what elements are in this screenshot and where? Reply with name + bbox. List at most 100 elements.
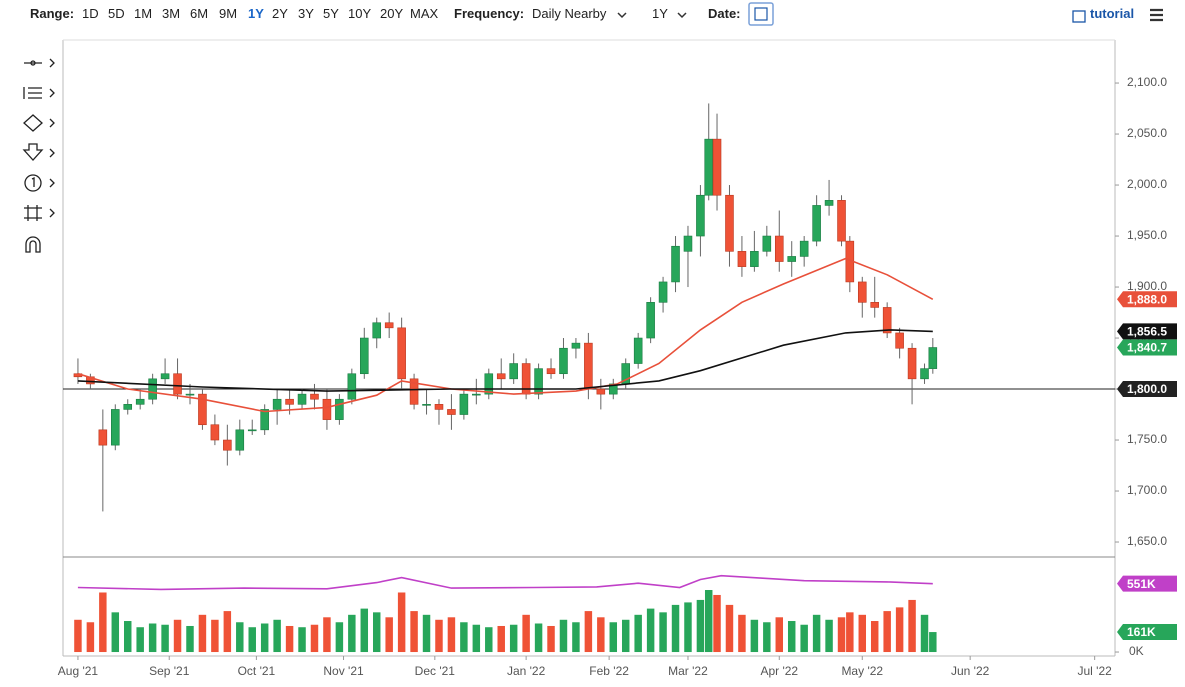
x-tick-label: Oct '21: [238, 664, 276, 678]
tag-label: 1,840.7: [1127, 341, 1167, 355]
volume-bar: [572, 622, 580, 653]
range-button[interactable]: 3Y: [298, 6, 314, 21]
tutorial-link[interactable]: tutorial: [1090, 6, 1135, 21]
volume-bar: [775, 617, 784, 653]
x-tick-label: Jul '22: [1078, 664, 1113, 678]
candle-body: [447, 409, 456, 415]
volume-bar: [410, 611, 418, 653]
volume-bar: [310, 624, 319, 653]
tool-shape[interactable]: [23, 114, 55, 132]
candle-body: [235, 429, 245, 451]
volume-bar: [920, 614, 929, 653]
volume-bar: [422, 614, 431, 653]
candle-body: [712, 138, 722, 196]
range-button[interactable]: 1Y: [248, 6, 264, 21]
range-button[interactable]: 1D: [82, 6, 99, 21]
tool-note[interactable]: [24, 174, 55, 192]
date-button[interactable]: [748, 2, 774, 26]
tool-line[interactable]: [24, 58, 55, 68]
range-button[interactable]: MAX: [410, 6, 439, 21]
range-button[interactable]: 3M: [162, 6, 181, 21]
candle-body: [111, 409, 120, 446]
candle-body: [907, 347, 917, 380]
volume-bar: [148, 623, 157, 653]
candle-body: [297, 393, 307, 405]
range-button[interactable]: 2Y: [272, 6, 288, 21]
range-button[interactable]: 1M: [134, 6, 153, 21]
candle-body: [247, 429, 257, 432]
x-tick-label: Dec '21: [415, 664, 456, 678]
volume-bar: [497, 625, 505, 653]
volume-bar: [825, 619, 833, 653]
candle-body: [584, 342, 593, 390]
chevron: [617, 12, 627, 19]
date-label: Date:: [708, 6, 741, 21]
volume-bar: [671, 604, 680, 653]
x-tick-label: May '22: [841, 664, 883, 678]
range-button[interactable]: 5Y: [323, 6, 339, 21]
volume-bar: [435, 619, 443, 653]
volume-bar: [837, 617, 846, 653]
volume-bar: [211, 619, 219, 653]
value-tag: 551K: [1117, 575, 1177, 592]
candle-body: [509, 363, 518, 380]
range-button[interactable]: 20Y: [380, 6, 404, 21]
tool-magnet[interactable]: [25, 236, 41, 253]
candle-body: [895, 332, 904, 349]
candle-body: [372, 322, 382, 339]
y-tick-label: 2,100.0: [1127, 75, 1167, 89]
volume-bar: [704, 590, 713, 653]
range-button[interactable]: 5D: [108, 6, 125, 21]
menu-icon[interactable]: [1150, 8, 1163, 22]
volume-bar: [111, 612, 120, 653]
x-tick-label: Apr '22: [760, 664, 798, 678]
candle-body: [359, 337, 369, 375]
candle-body: [812, 205, 821, 242]
value-tag: 1,840.7: [1117, 339, 1177, 356]
volume-bar: [895, 607, 904, 653]
tool-measure[interactable]: [24, 205, 55, 221]
range-button[interactable]: 6M: [190, 6, 209, 21]
volume-bar: [397, 592, 406, 653]
candle-body: [472, 393, 481, 396]
candle-body: [285, 398, 294, 405]
volume-bar: [335, 622, 344, 653]
tag-shape: [1117, 339, 1177, 356]
volume-bar: [547, 625, 555, 653]
candle-body: [185, 393, 195, 396]
volume-bar: [870, 621, 879, 653]
candle-body: [98, 429, 108, 446]
y-tick-label: 1,900.0: [1127, 279, 1167, 293]
tool-fib[interactable]: [23, 87, 55, 99]
tag-label: 161K: [1127, 625, 1156, 639]
volume-bar: [509, 624, 518, 653]
candle-body: [272, 398, 282, 410]
frequency-select[interactable]: Daily Nearby: [532, 6, 607, 21]
candle-body: [260, 409, 269, 431]
tool-arrow[interactable]: [22, 143, 55, 161]
volume-bar: [348, 614, 356, 653]
volume-bar: [323, 617, 331, 653]
candle-body: [683, 235, 693, 252]
candle-body: [148, 378, 157, 400]
tag-shape: [1117, 323, 1177, 340]
volume-bar: [248, 627, 256, 653]
volume-bar: [883, 611, 891, 653]
candle-body: [671, 245, 680, 283]
volume-bar: [460, 622, 468, 653]
volume-bar: [584, 611, 593, 653]
tag-label: 1,856.5: [1127, 325, 1167, 339]
period-select[interactable]: 1Y: [652, 6, 668, 21]
tag-shape: [1117, 381, 1177, 398]
volume-tick-label: 0K: [1129, 644, 1144, 658]
volume-bar: [173, 619, 182, 653]
range-button[interactable]: 9M: [219, 6, 238, 21]
candle-body: [123, 404, 133, 410]
volume-bar: [908, 599, 916, 653]
candle-body: [774, 235, 784, 262]
drawing-tools[interactable]: [22, 58, 55, 253]
volume-bar: [534, 623, 543, 653]
range-button[interactable]: 10Y: [348, 6, 372, 21]
volume-bar: [858, 614, 867, 653]
volume-bar: [285, 625, 294, 653]
